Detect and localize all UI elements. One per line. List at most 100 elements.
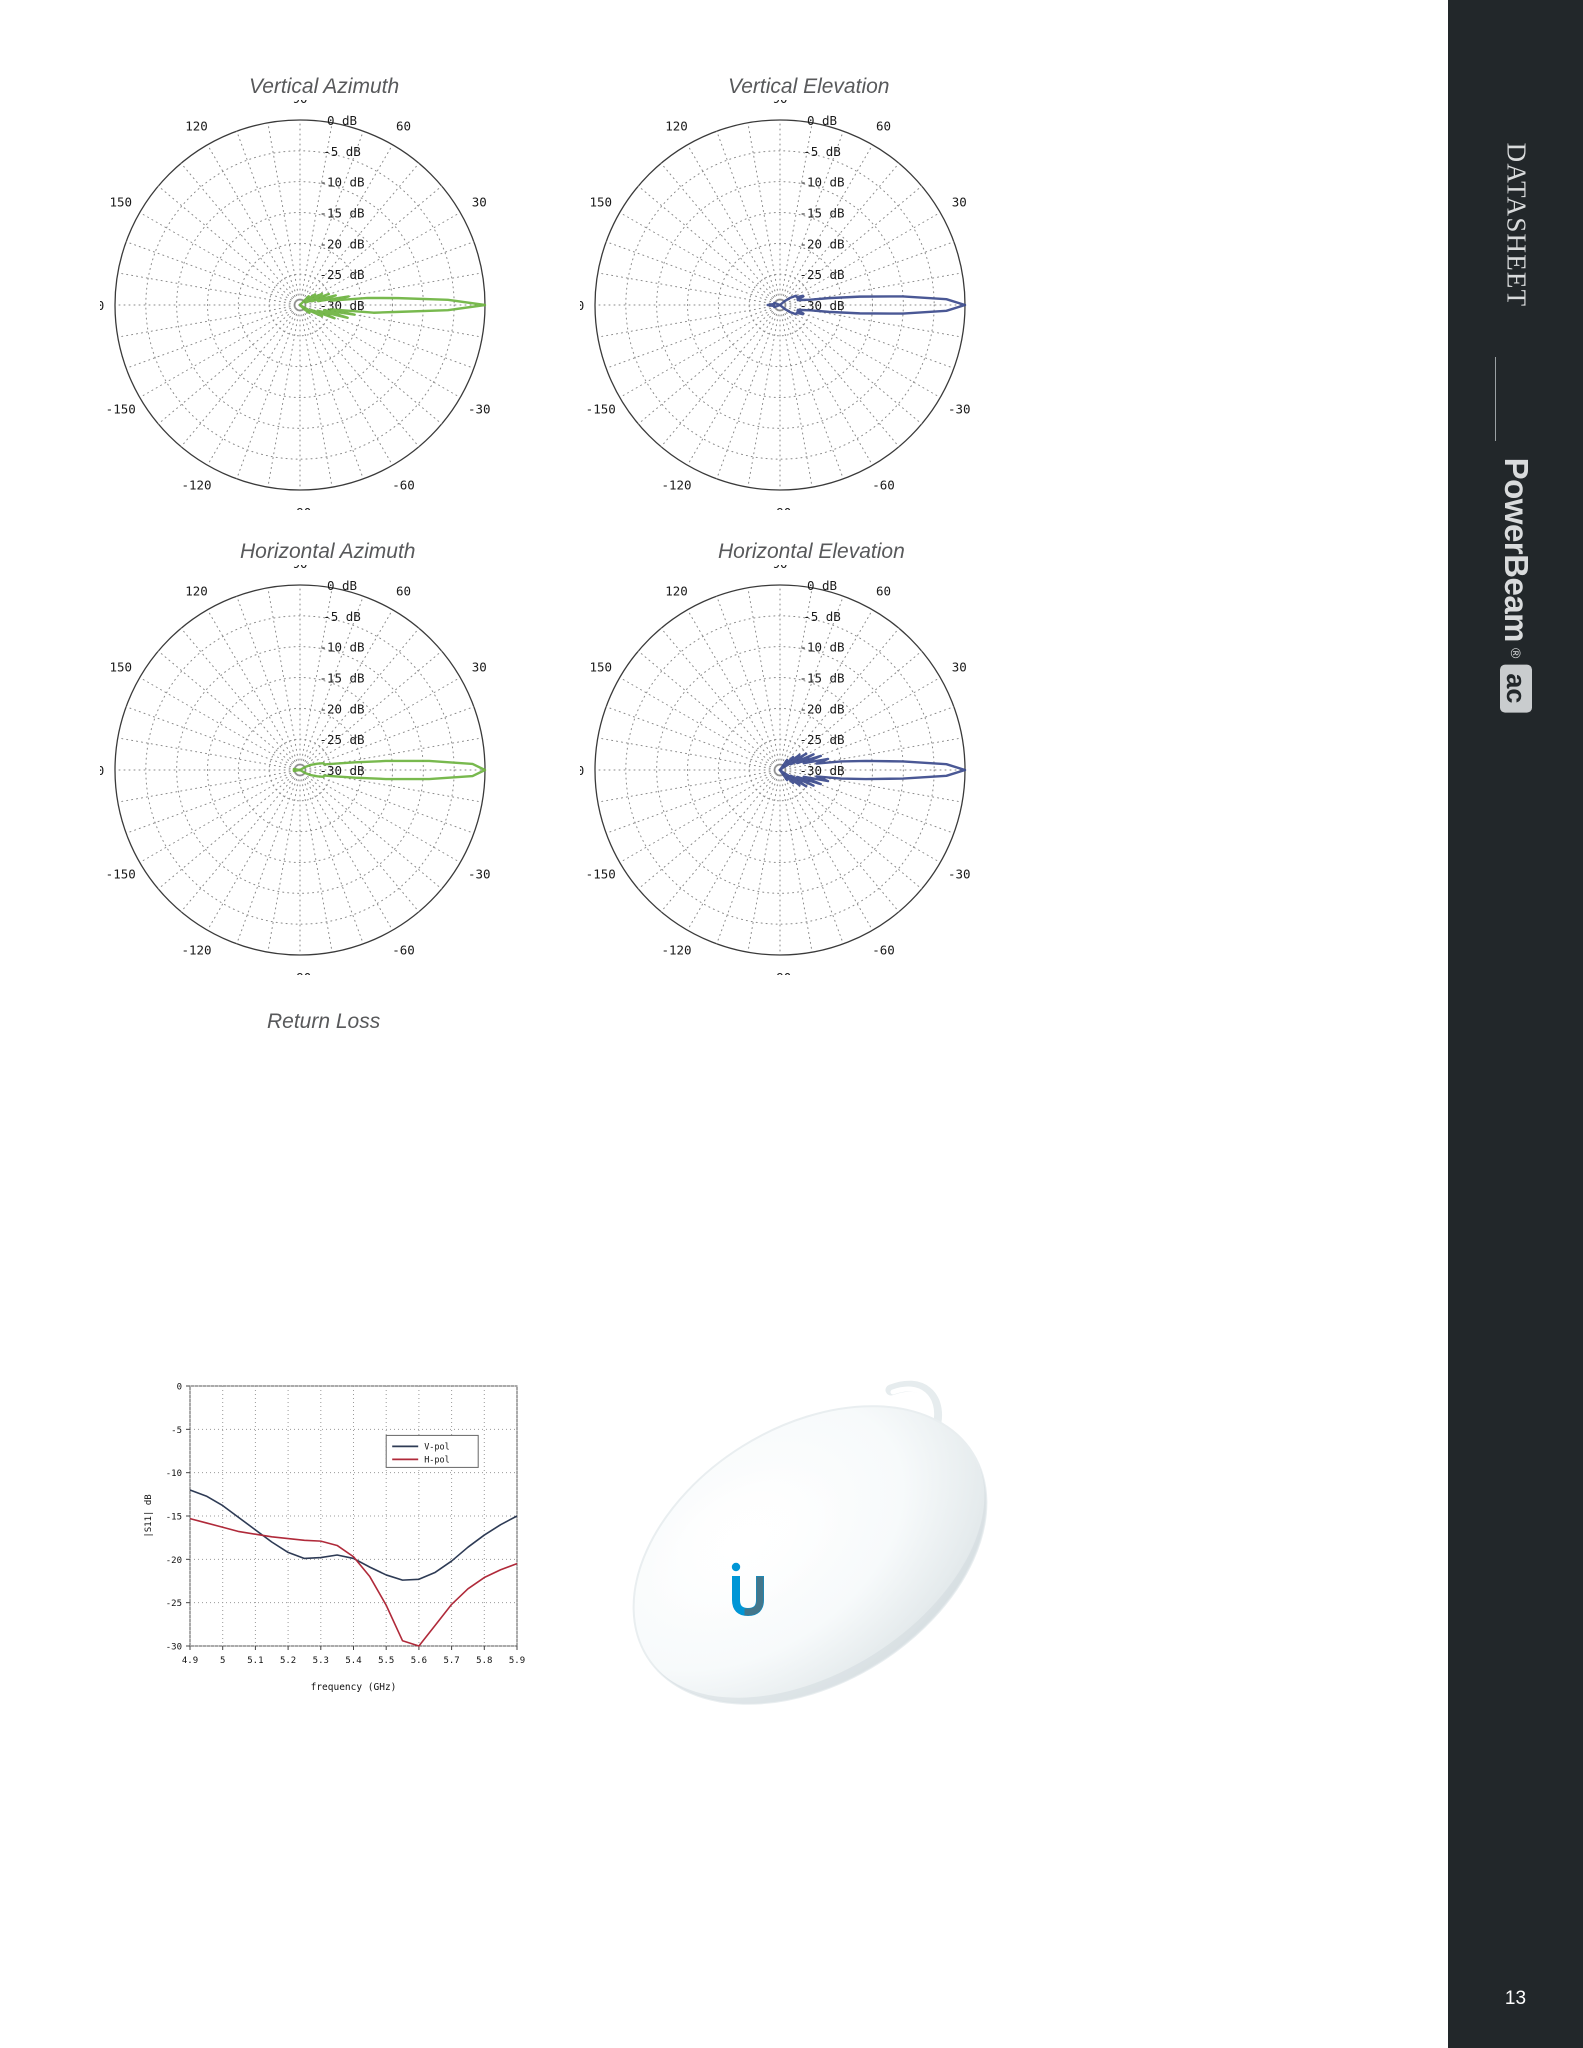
polar-grid-spoke [747,304,781,488]
polar-grid-spoke [779,241,955,306]
x-tick-label: 5.8 [476,1656,492,1666]
chart-horizontal-elevation: 0 dB -5 dB -10 dB -15 dB -20 dB -25 dB -30 dB0… [580,565,980,975]
polar-trace [292,759,487,781]
polar-angle-tick-label: 180 [580,763,584,778]
polar-grid-spoke [779,769,900,913]
polar-angle-tick-label: -90 [769,505,792,510]
polar-grid-spoke [299,595,364,771]
y-tick-label: -5 [171,1426,182,1436]
polar-grid-spoke [779,595,844,771]
polar-radial-tick-label: -30 dB [799,763,844,778]
polar-grid-spoke [125,706,301,771]
y-tick-label: -10 [166,1469,182,1479]
polar-radial-tick-label: -5 dB [323,609,361,624]
polar-angle-tick-label: 30 [952,660,967,675]
polar-angle-tick-label: -60 [392,942,415,957]
polar-plot-svg: 0 dB-5 dB-10 dB-15 dB-20 dB-25 dB-30 dB0… [580,565,971,975]
polar-grid-spoke [299,677,461,771]
polar-radial-tick-label: 0 dB [807,113,837,128]
polar-grid-ring [145,615,455,925]
polar-grid-spoke [779,304,900,448]
page-number: 13 [1504,1988,1527,2009]
polar-grid-ring [656,181,904,429]
polar-angle-labels: 0306090120150180-150-120-90-60-30 [100,100,491,510]
polar-angle-tick-label: 90 [292,565,307,571]
chart-title-vertical-azimuth: Vertical Azimuth [249,75,400,98]
polar-angle-tick-label: 90 [772,565,787,571]
polar-grid-ring [145,150,455,460]
polar-grid-spoke [125,241,301,306]
polar-grid-ring [717,242,843,368]
polar-grid-spoke [716,595,781,771]
legend-box [385,1434,479,1468]
polar-angle-tick-label: 150 [109,660,132,675]
y-tick-label: -15 [166,1513,182,1523]
polar-grid-spoke [157,769,301,890]
polar-grid-spoke [180,627,301,771]
polar-angle-tick-label: 60 [396,119,411,134]
polar-grid-spoke [779,162,900,306]
chart-title-horizontal-azimuth: Horizontal Azimuth [240,540,416,563]
polar-radial-labels: 0 dB-5 dB-10 dB-15 dB-20 dB-25 dB-30 dB [799,113,844,313]
polar-grid-spoke [299,769,420,913]
polar-grid-spoke [779,769,963,803]
polar-angle-tick-label: -60 [392,477,415,492]
polar-trace [778,752,967,788]
polar-grid-spoke [299,144,393,306]
polar-radial-tick-label: -10 dB [799,175,844,190]
polar-angle-tick-label: -30 [468,867,491,882]
polar-radial-tick-label: -25 dB [799,732,844,747]
polar-grid-spoke [139,769,301,863]
x-tick-label: 5.9 [509,1656,525,1666]
polar-radial-tick-label: -10 dB [319,640,364,655]
polar-angle-tick-label: 120 [665,584,688,599]
polar-grid-spoke [747,122,781,306]
polar-angle-tick-label: 120 [185,584,208,599]
polar-grid-spoke [779,737,963,771]
polar-angle-tick-label: -60 [872,477,895,492]
polar-grid-spoke [139,677,301,771]
polar-angle-tick-label: -120 [661,477,691,492]
polar-grid-spoke [660,627,781,771]
datasheet-sidebar: DATASHEET PowerBeam ® ac 13 [1448,0,1583,2048]
polar-grid-ring [207,212,393,398]
polar-angle-tick-label: 90 [292,100,307,106]
polar-angle-tick-label: 180 [580,298,584,313]
polar-plot-svg: 0 dB-5 dB-10 dB-15 dB-20 dB-25 dB-30 dB0… [580,100,971,510]
registered-trademark-icon: ® [1507,648,1524,659]
polar-grid-spoke [687,144,781,306]
dish-body [632,1405,988,1705]
polar-grid-spoke [637,185,781,306]
polar-grid-spoke [299,162,420,306]
polar-grid-spoke [779,144,873,306]
polar-grid-spoke [180,769,301,913]
polar-grid-spoke [299,769,443,890]
polar-grid-spoke [779,185,923,306]
polar-grid-spoke [605,241,781,306]
product-photo [610,1330,1030,1770]
polar-angle-tick-label: -150 [586,867,616,882]
polar-grid-spoke [236,304,301,480]
product-dish-illustration [632,1380,988,1705]
polar-angle-tick-label: -150 [586,402,616,417]
polar-grid-spoke [139,212,301,306]
polar-grid-ring [207,677,393,863]
polar-grid-spoke [637,304,781,425]
polar-grid-spoke [605,706,781,771]
polar-angle-tick-label: 90 [772,100,787,106]
polar-grid-spoke [779,587,813,771]
polar-grid-spoke [747,587,781,771]
x-tick-label: 5.6 [411,1656,427,1666]
y-tick-label: -30 [166,1643,182,1653]
polar-grid-spoke [779,304,873,466]
polar-grid-spoke [236,769,301,945]
polar-grid-spoke [779,130,844,306]
polar-angle-tick-label: 30 [952,195,967,210]
polar-grid-spoke [207,144,301,306]
polar-grid-spoke [117,769,301,803]
polar-grid-spoke [299,627,420,771]
polar-angle-tick-label: 180 [100,763,104,778]
polar-grid-spoke [299,304,443,425]
polar-angle-tick-label: 120 [185,119,208,134]
polar-grid-spoke [299,304,461,398]
